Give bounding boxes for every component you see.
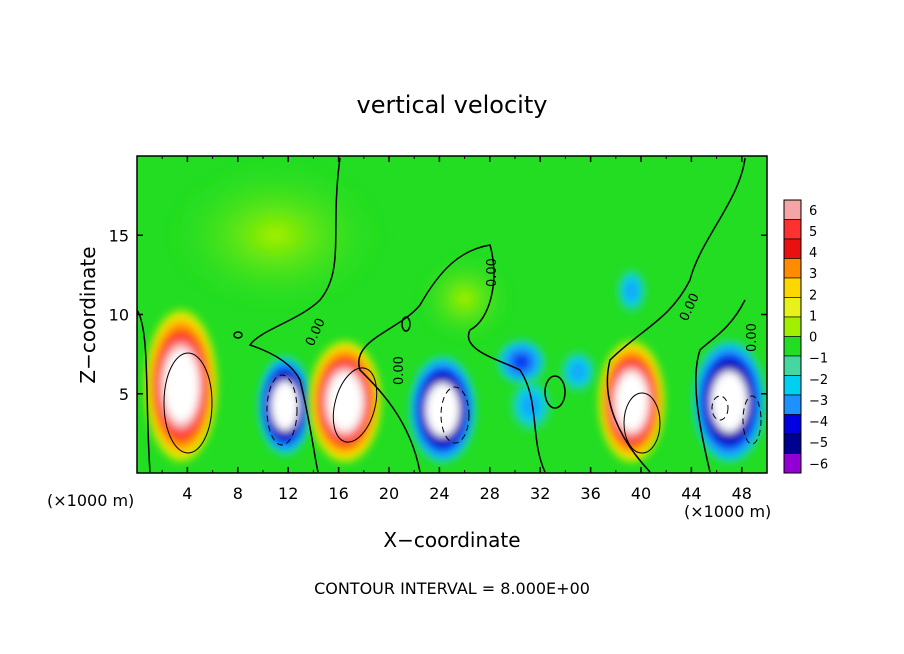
zero-contour-loop bbox=[233, 331, 243, 339]
velocity-cell bbox=[414, 251, 515, 347]
colorbar-label: −2 bbox=[809, 373, 828, 388]
x-tick-label: 44 bbox=[681, 484, 701, 503]
colorbar-swatch bbox=[783, 238, 802, 259]
colorbar-label: −1 bbox=[809, 352, 828, 367]
colorbar-swatch bbox=[783, 297, 802, 318]
x-axis-label: X−coordinate bbox=[383, 528, 520, 552]
colorbar-swatch bbox=[783, 375, 802, 396]
x-tick-label: 32 bbox=[530, 484, 550, 503]
positive-contour bbox=[623, 392, 661, 454]
colorbar-swatch bbox=[783, 433, 802, 454]
x-tick-label: 28 bbox=[480, 484, 500, 503]
positive-contour bbox=[332, 367, 378, 443]
x-tick-label: 24 bbox=[429, 484, 449, 503]
colorbar-swatch bbox=[783, 219, 802, 240]
colorbar-swatch bbox=[783, 355, 802, 376]
negative-contour bbox=[440, 386, 470, 444]
zero-contour-line bbox=[695, 299, 746, 473]
colorbar-swatch bbox=[783, 277, 802, 298]
zero-contour-loop bbox=[544, 375, 566, 409]
zero-contour-label: 0.00 bbox=[392, 356, 407, 385]
x-tick-label: 20 bbox=[379, 484, 399, 503]
colorbar-label: −5 bbox=[809, 436, 828, 451]
velocity-cell bbox=[143, 306, 219, 466]
x-tick-label: 40 bbox=[631, 484, 651, 503]
zero-contour-line bbox=[137, 309, 151, 473]
colorbar-label: −3 bbox=[809, 394, 828, 409]
y-axis: 5 10 15 bbox=[109, 226, 767, 404]
y-tick-label: 5 bbox=[119, 385, 129, 404]
zero-contour-loop bbox=[401, 316, 411, 332]
x-tick-label: 12 bbox=[278, 484, 298, 503]
velocity-cell bbox=[162, 156, 389, 315]
colorbar-swatch bbox=[783, 199, 802, 220]
heatmap-field: 0.00 0.00 0.00 0.00 0.00 bbox=[137, 156, 767, 473]
colorbar-label: 2 bbox=[809, 288, 817, 303]
velocity-cell bbox=[307, 338, 383, 466]
colorbar-label: 5 bbox=[809, 225, 817, 240]
colorbar-label: 4 bbox=[809, 246, 817, 261]
y-tick-label: 10 bbox=[109, 306, 129, 325]
colorbar-label: −6 bbox=[809, 457, 828, 472]
x-unit-left: (×1000 m) bbox=[47, 491, 134, 510]
colorbar-swatch bbox=[783, 453, 802, 474]
zero-contour-line bbox=[248, 157, 341, 473]
zero-contour-label: 0.00 bbox=[745, 323, 760, 352]
chart-title: vertical velocity bbox=[357, 91, 548, 119]
contour-interval-note: CONTOUR INTERVAL = 8.000E+00 bbox=[314, 579, 590, 598]
colorbar-frame bbox=[783, 199, 802, 474]
colorbar-label: 3 bbox=[809, 267, 817, 282]
x-axis: 4 8 12 16 20 24 28 32 36 40 44 48 bbox=[161, 156, 752, 503]
velocity-cell bbox=[596, 338, 667, 466]
colorbar-swatch bbox=[783, 258, 802, 279]
x-tick-label: 4 bbox=[182, 484, 192, 503]
negative-contour bbox=[266, 374, 298, 446]
velocity-cell bbox=[559, 349, 597, 394]
colorbar-label: 1 bbox=[809, 309, 817, 324]
colorbar: 6 5 4 3 2 1 0 −1 −2 −3 −4 −5 −6 bbox=[783, 199, 828, 474]
x-tick-label: 16 bbox=[328, 484, 348, 503]
velocity-cell bbox=[256, 354, 314, 458]
zero-contour-label: 0.00 bbox=[485, 258, 500, 287]
x-tick-label: 36 bbox=[580, 484, 600, 503]
negative-contour bbox=[742, 395, 762, 445]
extreme-contours bbox=[163, 352, 762, 454]
zero-contours bbox=[137, 157, 746, 473]
x-unit-right: (×1000 m) bbox=[684, 502, 771, 521]
y-tick-label: 15 bbox=[109, 226, 129, 245]
colorbar-label: −4 bbox=[809, 415, 828, 430]
negative-contour bbox=[711, 395, 729, 421]
zero-contour-line bbox=[606, 157, 746, 473]
velocity-cell bbox=[508, 377, 553, 434]
colorbar-swatch bbox=[783, 394, 802, 415]
velocity-cell bbox=[691, 338, 767, 466]
colorbar-swatch bbox=[783, 316, 802, 337]
velocity-cell bbox=[615, 266, 648, 315]
velocity-cell bbox=[496, 338, 547, 386]
x-tick-label: 8 bbox=[233, 484, 243, 503]
colorbar-swatch bbox=[783, 336, 802, 357]
velocity-cell bbox=[407, 354, 478, 466]
zero-contour-line bbox=[357, 244, 546, 473]
y-axis-label: Z−coordinate bbox=[76, 246, 100, 383]
x-tick-label: 48 bbox=[732, 484, 752, 503]
colorbar-swatch bbox=[783, 414, 802, 435]
positive-contour bbox=[163, 352, 213, 454]
colorbar-label: 6 bbox=[809, 204, 817, 219]
colorbar-label: 0 bbox=[809, 331, 817, 346]
